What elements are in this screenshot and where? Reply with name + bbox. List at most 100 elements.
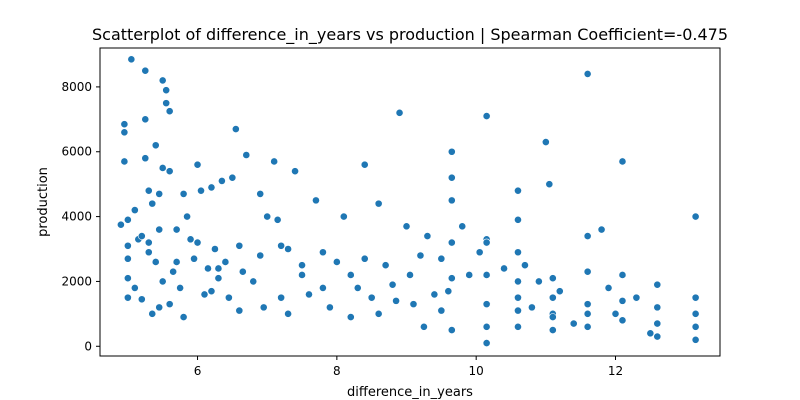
data-point xyxy=(325,303,334,312)
data-point xyxy=(235,241,244,250)
data-point xyxy=(193,238,202,247)
data-point xyxy=(162,99,171,108)
data-point xyxy=(211,245,219,253)
data-point xyxy=(548,274,557,283)
data-point xyxy=(395,108,404,117)
y-axis-ticks: 0 2000 4000 6000 8000 xyxy=(61,80,100,353)
data-point xyxy=(360,254,369,263)
data-point xyxy=(548,313,557,321)
data-point xyxy=(482,300,491,309)
data-point xyxy=(123,215,132,224)
data-point xyxy=(151,141,160,150)
data-point xyxy=(176,284,185,292)
data-point xyxy=(437,306,446,315)
data-point xyxy=(353,284,362,292)
data-point xyxy=(130,284,139,292)
data-point xyxy=(447,147,456,156)
data-point xyxy=(447,326,456,334)
x-tick-label: 6 xyxy=(194,364,202,378)
data-point xyxy=(172,258,181,266)
data-point xyxy=(548,326,557,334)
data-point xyxy=(319,284,327,292)
data-point xyxy=(273,215,282,224)
data-point xyxy=(183,212,191,221)
data-point xyxy=(238,267,247,276)
plot-frame xyxy=(99,47,721,357)
data-point xyxy=(298,261,306,270)
data-point xyxy=(392,296,400,305)
data-point xyxy=(179,189,188,198)
data-point xyxy=(482,339,491,347)
data-point xyxy=(305,290,313,299)
data-point xyxy=(514,322,522,331)
data-point xyxy=(186,235,195,244)
data-point xyxy=(409,300,418,309)
data-point xyxy=(388,280,397,289)
y-tick-label: 2000 xyxy=(61,274,92,288)
data-point xyxy=(319,248,327,257)
data-point xyxy=(374,309,383,318)
data-point xyxy=(447,196,456,205)
data-point xyxy=(381,261,390,270)
data-point xyxy=(141,154,150,163)
data-point xyxy=(458,222,467,231)
data-point xyxy=(618,271,627,279)
data-point xyxy=(148,309,157,318)
data-point xyxy=(514,248,522,257)
data-point xyxy=(528,303,536,312)
data-point xyxy=(169,267,178,276)
data-point xyxy=(653,280,662,289)
data-point xyxy=(416,251,425,260)
data-point xyxy=(583,309,592,318)
data-point xyxy=(242,151,251,159)
data-point xyxy=(158,164,167,172)
data-point xyxy=(123,293,132,302)
data-point xyxy=(367,293,376,302)
y-tick-label: 6000 xyxy=(61,145,92,159)
data-point xyxy=(141,66,150,75)
data-point xyxy=(360,160,369,169)
data-point xyxy=(200,290,209,299)
data-point xyxy=(646,329,655,338)
data-point xyxy=(151,258,160,266)
data-point xyxy=(291,167,299,176)
data-point xyxy=(249,277,258,286)
data-point xyxy=(604,284,613,292)
data-point xyxy=(583,232,592,240)
data-point xyxy=(284,309,292,318)
data-point xyxy=(277,293,286,302)
data-point xyxy=(155,189,164,198)
data-point xyxy=(514,293,522,302)
data-point xyxy=(332,258,341,266)
data-point xyxy=(514,215,522,224)
data-point xyxy=(130,206,139,215)
data-point xyxy=(597,225,606,234)
data-point xyxy=(214,264,223,273)
data-point xyxy=(263,212,272,221)
data-point xyxy=(444,287,453,296)
data-point xyxy=(583,300,592,309)
data-point xyxy=(482,271,491,279)
data-point xyxy=(127,55,136,64)
data-point xyxy=(611,309,620,318)
data-point xyxy=(123,254,132,263)
data-point xyxy=(158,76,167,85)
data-point xyxy=(514,277,522,286)
data-point xyxy=(158,277,167,286)
data-point xyxy=(618,157,627,166)
data-point xyxy=(144,248,153,257)
x-tick-label: 12 xyxy=(608,364,623,378)
data-point xyxy=(123,274,132,283)
data-point xyxy=(172,225,181,234)
data-point xyxy=(231,125,240,133)
data-point xyxy=(218,177,226,185)
data-point xyxy=(618,296,627,305)
data-point xyxy=(420,322,428,331)
data-point xyxy=(653,303,662,312)
data-point xyxy=(691,309,700,318)
data-point xyxy=(197,186,205,195)
data-point xyxy=(514,306,522,315)
data-point xyxy=(402,222,411,231)
data-point xyxy=(123,241,132,250)
data-point xyxy=(207,287,216,296)
